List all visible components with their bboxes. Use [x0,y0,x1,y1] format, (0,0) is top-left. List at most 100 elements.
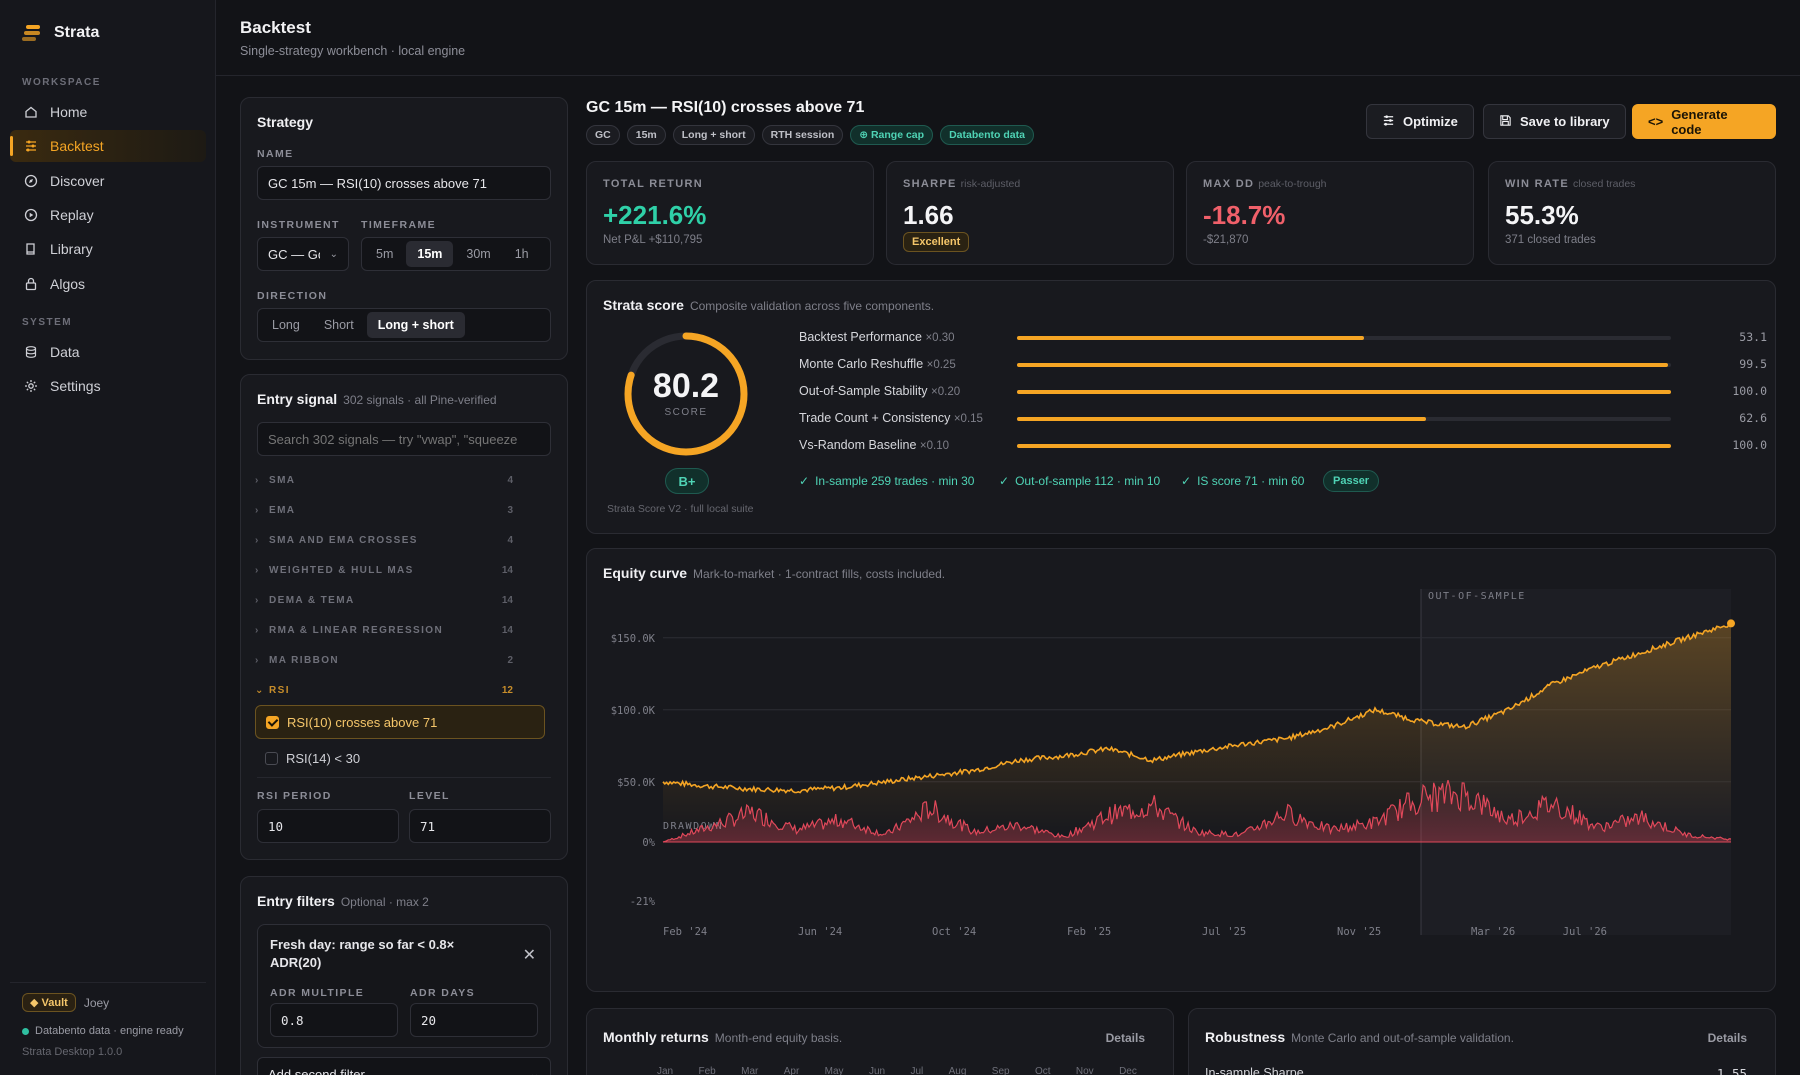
strata-score-panel: Strata score Composite validation across … [586,280,1776,534]
sidebar-item-library[interactable]: Library [10,233,206,265]
vault-status[interactable]: ◆ Vault Joey [22,993,109,1012]
equity-area [663,623,1731,835]
entry-signal-title: Entry signal 302 signals · all Pine-verif… [257,391,497,407]
sliders-icon [1382,114,1395,130]
direction-selector: Long Short Long + short [257,308,551,342]
system-section-label: SYSTEM [22,317,73,328]
month-label: Nov [1075,1066,1094,1075]
tag-direction: Long + short [672,125,755,145]
y-tick-label: $50.0K [617,777,656,789]
month-label: Aug [948,1066,967,1075]
month-label: Jun [868,1066,886,1075]
name-label: NAME [257,148,294,160]
stat-value: +221.6% [603,200,707,230]
sidebar-item-label: Home [50,104,88,120]
check-icon: ✓ [799,474,810,488]
stat-value: -18.7% [1203,200,1286,230]
strategy-name-input[interactable]: GC 15m — RSI(10) crosses above 71 [257,166,551,200]
add-filter-select[interactable]: Add second filter ⌄ [257,1057,551,1075]
direction-option-long[interactable]: Long [272,318,300,332]
save-to-library-button[interactable]: Save to library [1483,104,1626,139]
sidebar-item-label: Discover [50,173,105,189]
direction-option-short[interactable]: Short [323,318,354,332]
category-rsi[interactable]: ⌄ RSI 12 [255,684,513,696]
add-filter-label: Add second filter [268,1066,365,1075]
robustness-details-link[interactable]: Details [1707,1031,1747,1045]
sidebar-item-algos[interactable]: Algos [10,268,206,300]
direction-option-long-short[interactable]: Long + short [366,312,465,338]
y-tick-label: $150.0K [611,633,656,645]
x-tick-label: Oct '24 [932,926,976,938]
score-component-oos: Out-of-Sample Stability ×0.20 100.0 [799,384,1767,398]
adr-days-label: ADR DAYS [410,987,476,999]
signal-search-input[interactable] [257,422,551,456]
checkbox-icon[interactable] [265,751,278,765]
sidebar-item-settings[interactable]: Settings [10,370,206,402]
stat-value: 1.66 [903,200,954,230]
monthly-title: Monthly returns Month-end equity basis. [603,1029,843,1045]
sliders-icon [24,139,38,153]
month-labels: Jan Feb Mar Apr May Jun Jul Aug Sep Oct Nov Dec [657,1066,1137,1075]
optimize-button[interactable]: Optimize [1366,104,1474,139]
timeframe-option-15m[interactable]: 15m [406,241,454,267]
signal-rsi10-crosses-71[interactable]: RSI(10) crosses above 71 [255,705,545,739]
timeframe-option-30m[interactable]: 30m [466,247,491,261]
x-tick-label: Feb '24 [663,926,707,938]
rsi-period-input[interactable]: 10 [257,809,399,843]
sidebar-divider [10,982,206,983]
entry-signal-note: 302 signals · all Pine-verified [343,393,497,407]
signal-label: RSI(14) < 30 [286,750,361,766]
adr-days-input[interactable]: 20 [410,1003,538,1037]
level-input[interactable]: 71 [409,809,551,843]
category-ema[interactable]: › EMA 3 [255,504,513,516]
close-icon[interactable]: ✕ [522,947,536,964]
instrument-select[interactable]: GC — Gc ⌄ [257,237,349,271]
generate-code-button[interactable]: <> Generate code [1632,104,1776,139]
stat-sub: 371 closed trades [1505,234,1596,246]
category-weighted-hull[interactable]: › WEIGHTED & HULL MAS 14 [255,564,513,576]
sidebar-item-discover[interactable]: Discover [10,165,206,197]
code-icon: <> [1648,114,1664,129]
page-header: Backtest Single-strategy workbench · loc… [216,0,1800,76]
gate-out-of-sample: ✓ Out-of-sample 112 · min 10 [999,474,1161,488]
chevron-right-icon: › [255,654,260,666]
score-bar-fill [1017,363,1668,367]
direction-label: DIRECTION [257,290,328,302]
month-label: Mar [741,1066,759,1075]
category-dema-tema[interactable]: › DEMA & TEMA 14 [255,594,513,606]
stat-value: 55.3% [1505,200,1579,230]
score-component-backtest: Backtest Performance ×0.30 53.1 [799,330,1767,344]
equity-title: Equity curve Mark-to-market · 1-contract … [603,565,946,581]
score-label: SCORE [664,407,708,418]
brand[interactable]: Strata [22,22,99,44]
adr-multiple-input[interactable]: 0.8 [270,1003,398,1037]
sidebar-item-data[interactable]: Data [10,336,206,368]
month-label: Oct [1034,1066,1051,1075]
monthly-details-link[interactable]: Details [1105,1031,1145,1045]
equity-chart: OUT-OF-SAMPLE $150.0K $100.0K $50.0K DRAWD… [611,589,1735,938]
timeframe-option-1h[interactable]: 1h [514,247,529,261]
category-sma-ema-crosses[interactable]: › SMA AND EMA CROSSES 4 [255,534,513,546]
sidebar-item-replay[interactable]: Replay [10,199,206,231]
timeframe-selector: 5m 15m 30m 1h [361,237,551,271]
robustness-row-label: In-sample Sharpe [1205,1066,1304,1075]
entry-filters-title: Entry filters Optional · max 2 [257,893,429,909]
sidebar-item-home[interactable]: Home [10,96,206,128]
category-ma-ribbon[interactable]: › MA RIBBON 2 [255,654,513,666]
tag-instrument: GC [586,125,620,145]
stat-sub: Net P&L +$110,795 [603,234,703,246]
drawdown-area [663,780,1731,842]
robustness-title: Robustness Monte Carlo and out-of-sample … [1205,1029,1514,1045]
timeframe-option-5m[interactable]: 5m [376,247,394,261]
filter-card: Fresh day: range so far < 0.8× ADR(20) ✕… [257,924,551,1048]
month-label: May [824,1066,844,1075]
tag-range-cap: ⊕ Range cap [850,125,934,145]
checkbox-checked-icon[interactable] [266,715,279,729]
category-sma[interactable]: › SMA 4 [255,474,513,486]
signal-rsi14-below-30[interactable]: RSI(14) < 30 [255,741,545,775]
robustness-panel: Robustness Monte Carlo and out-of-sample … [1188,1008,1776,1075]
gear-icon [24,379,38,393]
category-rma-linreg[interactable]: › RMA & LINEAR REGRESSION 14 [255,624,513,636]
score-component-trade-count: Trade Count + Consistency ×0.15 62.6 [799,411,1767,425]
sidebar-item-backtest[interactable]: Backtest [10,130,206,162]
